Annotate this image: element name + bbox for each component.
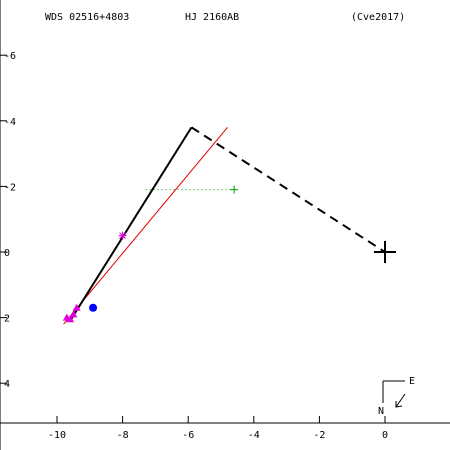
x-tick-label: -6 [182, 430, 194, 441]
y-axis-ticks: -6 -4 -2 0 2 4 [0, 51, 16, 390]
magenta-triangle-marker [69, 310, 78, 318]
compass-arrow-shaft [395, 393, 406, 408]
y-tick-label: 2 [4, 314, 10, 325]
blue-dot-marker [89, 303, 98, 312]
compass-rose: E N [378, 376, 415, 417]
y-tick-label: -6 [4, 51, 16, 62]
chart-header: WDS 02516+4803 HJ 2160AB (Cve2017) [45, 12, 405, 23]
y-tick-label: 0 [4, 248, 10, 259]
magenta-star-marker [118, 231, 127, 240]
compass-north-label: N [378, 406, 384, 417]
green-plus-marker [230, 185, 239, 194]
header-center-label: HJ 2160AB [185, 12, 239, 23]
x-tick-label: -4 [248, 430, 260, 441]
chart-marks [62, 126, 396, 325]
magenta-triangle-marker [72, 303, 81, 311]
red-line [63, 127, 228, 325]
y-tick-label: -4 [4, 117, 16, 128]
header-left-label: WDS 02516+4803 [45, 12, 129, 23]
primary-star-marker [374, 241, 396, 263]
node-dashed-line [190, 126, 386, 253]
x-tick-label: -8 [117, 430, 129, 441]
x-axis-ticks: -10 -8 -6 -4 -2 0 [48, 416, 388, 441]
orbit-solid-line [69, 126, 193, 322]
compass-arrow-head [395, 401, 403, 408]
x-tick-label: 0 [382, 430, 388, 441]
y-tick-label: -2 [4, 182, 16, 193]
x-tick-label: -2 [313, 430, 325, 441]
y-tick-label: 4 [4, 379, 10, 390]
magenta-triangle-marker [66, 315, 75, 323]
header-right-label: (Cve2017) [351, 12, 405, 23]
x-tick-label: -10 [48, 430, 66, 441]
compass-east-label: E [409, 376, 415, 387]
